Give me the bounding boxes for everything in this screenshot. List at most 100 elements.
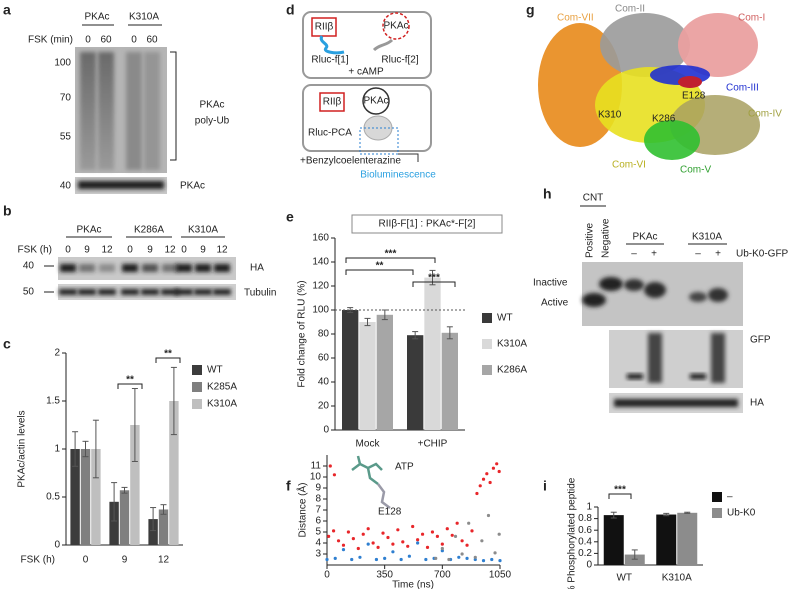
point bbox=[424, 557, 428, 562]
y-tick-label: 0.2 bbox=[578, 548, 592, 559]
band bbox=[99, 264, 115, 272]
ligand bbox=[351, 455, 383, 485]
y-axis-label: PKAc/actin levels bbox=[17, 410, 28, 487]
band bbox=[142, 264, 158, 272]
partner: PKAc bbox=[363, 96, 388, 107]
residue-label: K286 bbox=[652, 114, 676, 125]
point bbox=[465, 556, 469, 561]
mw-marker: 40 bbox=[60, 181, 72, 192]
bar bbox=[91, 449, 101, 545]
error-bar bbox=[92, 419, 99, 479]
band bbox=[614, 399, 738, 407]
annotation: E128 bbox=[378, 507, 402, 518]
substrate: +Benzylcoelenterazine bbox=[300, 156, 401, 167]
point bbox=[440, 542, 444, 546]
error-bar bbox=[72, 431, 79, 467]
domain-label: Com-I bbox=[738, 13, 765, 24]
y-tick-label: 0.6 bbox=[578, 525, 592, 536]
point bbox=[434, 556, 438, 561]
point bbox=[328, 464, 332, 468]
significance: *** bbox=[428, 273, 440, 284]
band-label: PKAc bbox=[180, 181, 205, 192]
panel-label: g bbox=[526, 2, 535, 18]
readout: Bioluminescence bbox=[360, 170, 436, 181]
panel-label: c bbox=[3, 336, 11, 352]
x-tick-label: 700 bbox=[434, 570, 451, 581]
band bbox=[121, 289, 139, 295]
error-bar bbox=[610, 511, 617, 519]
point bbox=[486, 513, 491, 518]
band bbox=[624, 279, 644, 291]
significance-bracket bbox=[412, 281, 456, 287]
band bbox=[582, 293, 606, 307]
y-axis-label: Distance (Å) bbox=[296, 482, 309, 537]
y-tick-label: 160 bbox=[312, 233, 329, 244]
mw-marker: 50 bbox=[23, 287, 35, 298]
bar bbox=[158, 509, 169, 545]
significance-bracket bbox=[608, 493, 632, 499]
y-tick-label: 1 bbox=[54, 444, 60, 455]
point bbox=[383, 556, 387, 561]
legend-swatch bbox=[482, 339, 492, 349]
sign: + bbox=[715, 249, 721, 260]
domain-label: Com-VI bbox=[612, 160, 646, 171]
domain-label: Com-V bbox=[680, 165, 711, 176]
point bbox=[406, 544, 410, 548]
legend-swatch bbox=[712, 492, 722, 502]
significance: *** bbox=[614, 485, 626, 496]
point bbox=[391, 542, 395, 546]
significance: ** bbox=[376, 261, 384, 272]
point bbox=[356, 546, 360, 551]
panel-d: RIIβ PKAc Rluc-f[1] Rluc-f[2] + cAMP RII… bbox=[300, 11, 436, 181]
lane-label: 0 bbox=[181, 245, 187, 256]
y-tick-label: 0.8 bbox=[578, 513, 592, 524]
bar bbox=[119, 490, 130, 545]
bar bbox=[359, 322, 376, 430]
lane-label: 9 bbox=[200, 245, 206, 256]
fragment bbox=[319, 35, 345, 55]
column-label: PKAc bbox=[84, 12, 109, 23]
structure bbox=[600, 13, 690, 77]
smear bbox=[98, 52, 114, 170]
point bbox=[490, 557, 494, 562]
band bbox=[79, 264, 95, 272]
band bbox=[194, 289, 212, 295]
fragment-label: Rluc-f[2] bbox=[381, 55, 418, 66]
lane-label: 0 bbox=[65, 245, 71, 256]
bar bbox=[342, 310, 359, 430]
bar bbox=[130, 425, 140, 545]
panel-label: d bbox=[286, 2, 295, 18]
point bbox=[430, 530, 435, 534]
x-tick-label: 12 bbox=[158, 555, 170, 566]
bar bbox=[624, 554, 645, 565]
point bbox=[481, 477, 486, 481]
x-tick-label: 0 bbox=[83, 555, 89, 566]
legend-label: K310A bbox=[497, 339, 527, 350]
column-label: K310A bbox=[692, 232, 722, 243]
lane-label: 12 bbox=[216, 245, 228, 256]
point bbox=[447, 557, 451, 562]
arrow bbox=[398, 153, 419, 162]
point bbox=[493, 551, 497, 555]
significance-bracket bbox=[345, 269, 414, 275]
point bbox=[351, 537, 355, 541]
point bbox=[376, 545, 380, 550]
fsk-label: FSK (min) bbox=[28, 35, 73, 46]
chart-title: RIIβ-F[1] : PKAc*-F[2] bbox=[379, 219, 476, 230]
legend-label: K310A bbox=[207, 399, 237, 410]
point bbox=[374, 557, 379, 562]
point bbox=[407, 554, 411, 558]
smear bbox=[144, 52, 160, 170]
panel-label: a bbox=[3, 2, 11, 18]
smear bbox=[648, 333, 662, 383]
band bbox=[78, 289, 96, 295]
bar bbox=[80, 449, 91, 545]
band bbox=[60, 264, 76, 272]
structure bbox=[644, 120, 700, 160]
y-tick-label: 80 bbox=[318, 329, 330, 340]
domain-label: Com-IV bbox=[748, 109, 782, 120]
bracket bbox=[170, 51, 177, 161]
point bbox=[440, 549, 444, 553]
point bbox=[440, 546, 444, 551]
state-label: Inactive bbox=[533, 278, 568, 289]
